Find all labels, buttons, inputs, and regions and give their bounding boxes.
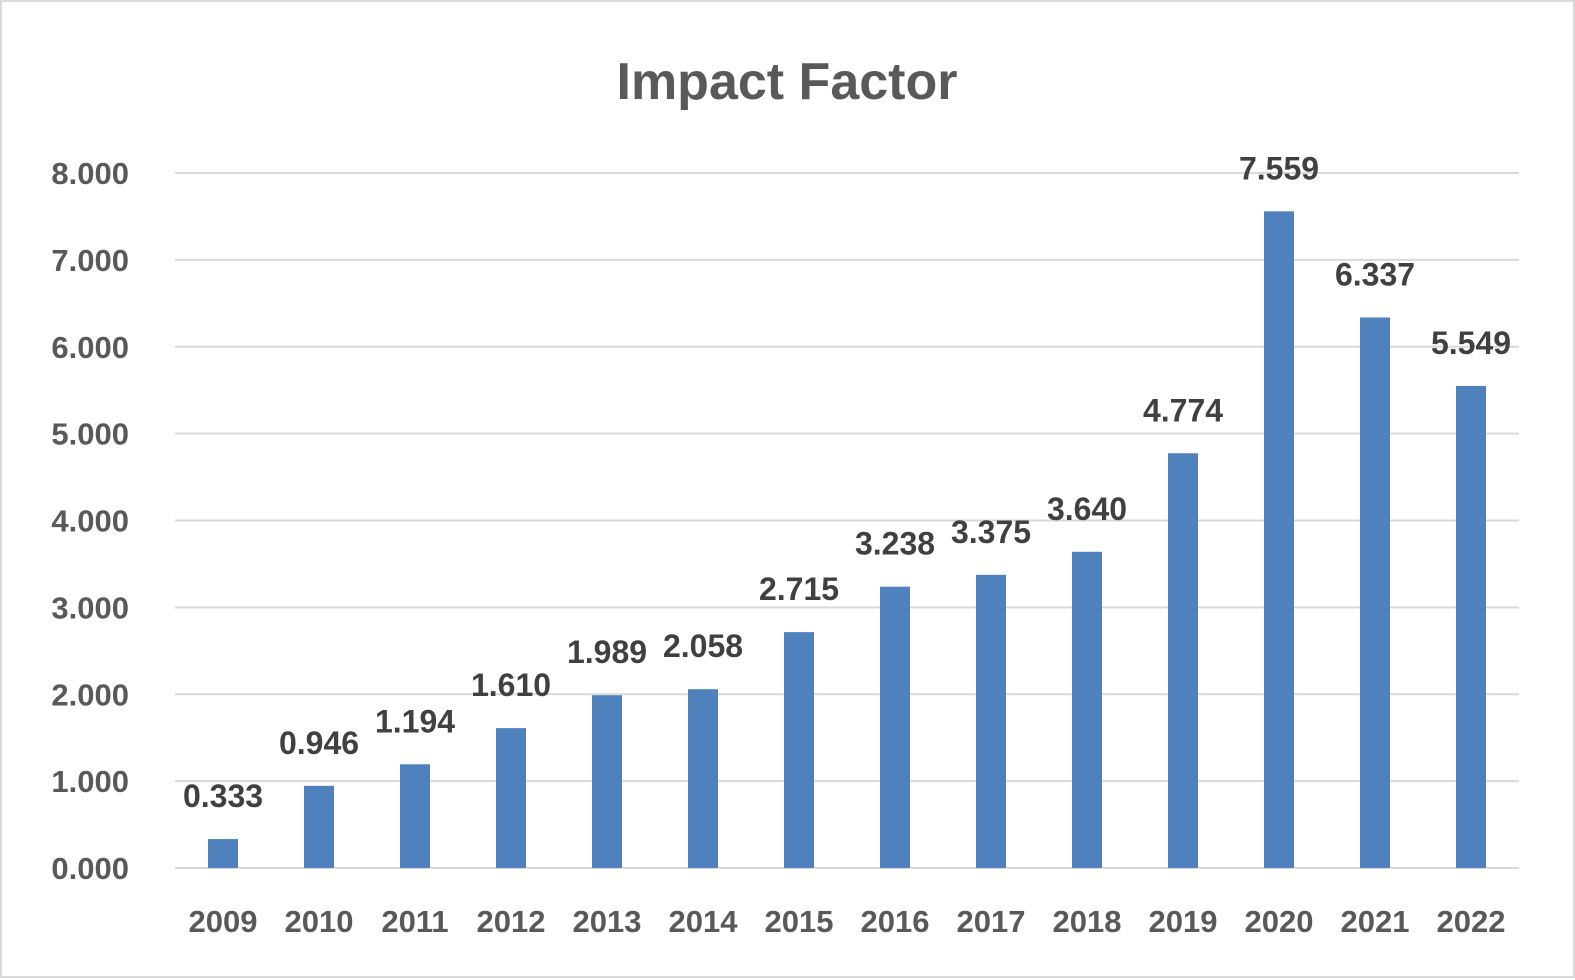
gridlines <box>175 172 1519 869</box>
y-tick-label: 1.000 <box>51 764 129 799</box>
x-tick-label: 2022 <box>1437 904 1506 939</box>
x-tick-label: 2017 <box>957 904 1026 939</box>
chart-title: Impact Factor <box>617 53 958 111</box>
y-tick-label: 7.000 <box>51 243 129 278</box>
x-tick-label: 2018 <box>1053 904 1122 939</box>
y-tick-label: 3.000 <box>51 590 129 625</box>
bar <box>880 586 910 868</box>
data-label: 3.640 <box>1047 491 1127 527</box>
bar <box>400 764 430 868</box>
x-tick-label: 2015 <box>765 904 834 939</box>
bar <box>1168 453 1198 868</box>
data-label: 2.058 <box>663 628 743 664</box>
data-label: 3.238 <box>855 526 935 562</box>
y-tick-label: 0.000 <box>51 851 129 886</box>
bar <box>1072 551 1102 868</box>
bar <box>208 839 238 868</box>
y-tick-label: 2.000 <box>51 677 129 712</box>
data-labels: 0.333 0.946 1.194 1.610 1.989 2.058 2.715 3.238… <box>183 150 1511 814</box>
x-tick-label: 2014 <box>669 904 739 939</box>
bar <box>304 785 334 868</box>
data-label: 1.610 <box>471 667 551 703</box>
y-tick-label: 5.000 <box>51 417 129 452</box>
bar <box>592 695 622 868</box>
data-label: 2.715 <box>759 571 839 607</box>
bars <box>208 211 1486 868</box>
bar <box>976 574 1006 868</box>
data-label: 0.946 <box>279 725 359 761</box>
data-label: 6.337 <box>1335 256 1415 292</box>
x-tick-label: 2016 <box>861 904 930 939</box>
y-tick-label: 4.000 <box>51 504 129 539</box>
y-tick-label: 8.000 <box>51 156 129 191</box>
y-axis-ticks: 0.000 1.000 2.000 3.000 4.000 5.000 6.000 7.000… <box>51 156 129 886</box>
x-tick-label: 2011 <box>381 904 448 939</box>
x-tick-label: 2013 <box>573 904 642 939</box>
data-label: 5.549 <box>1431 325 1511 361</box>
x-tick-label: 2009 <box>189 904 258 939</box>
data-label: 3.375 <box>951 514 1031 550</box>
bar <box>1456 385 1486 868</box>
data-label: 4.774 <box>1143 392 1223 428</box>
data-label: 1.194 <box>375 703 455 739</box>
x-tick-label: 2012 <box>477 904 546 939</box>
bar <box>784 632 814 868</box>
x-axis-ticks: 2009 2010 2011 2012 2013 2014 2015 2016 2017 2018… <box>189 904 1506 939</box>
data-label: 0.333 <box>183 778 263 814</box>
bar <box>496 728 526 868</box>
x-tick-label: 2019 <box>1149 904 1218 939</box>
bar <box>688 689 718 868</box>
x-tick-label: 2010 <box>285 904 354 939</box>
data-label: 1.989 <box>567 634 647 670</box>
data-label: 7.559 <box>1239 150 1319 186</box>
bar <box>1360 317 1390 868</box>
y-tick-label: 6.000 <box>51 330 129 365</box>
x-tick-label: 2021 <box>1341 904 1410 939</box>
bar <box>1264 211 1294 868</box>
x-tick-label: 2020 <box>1245 904 1314 939</box>
